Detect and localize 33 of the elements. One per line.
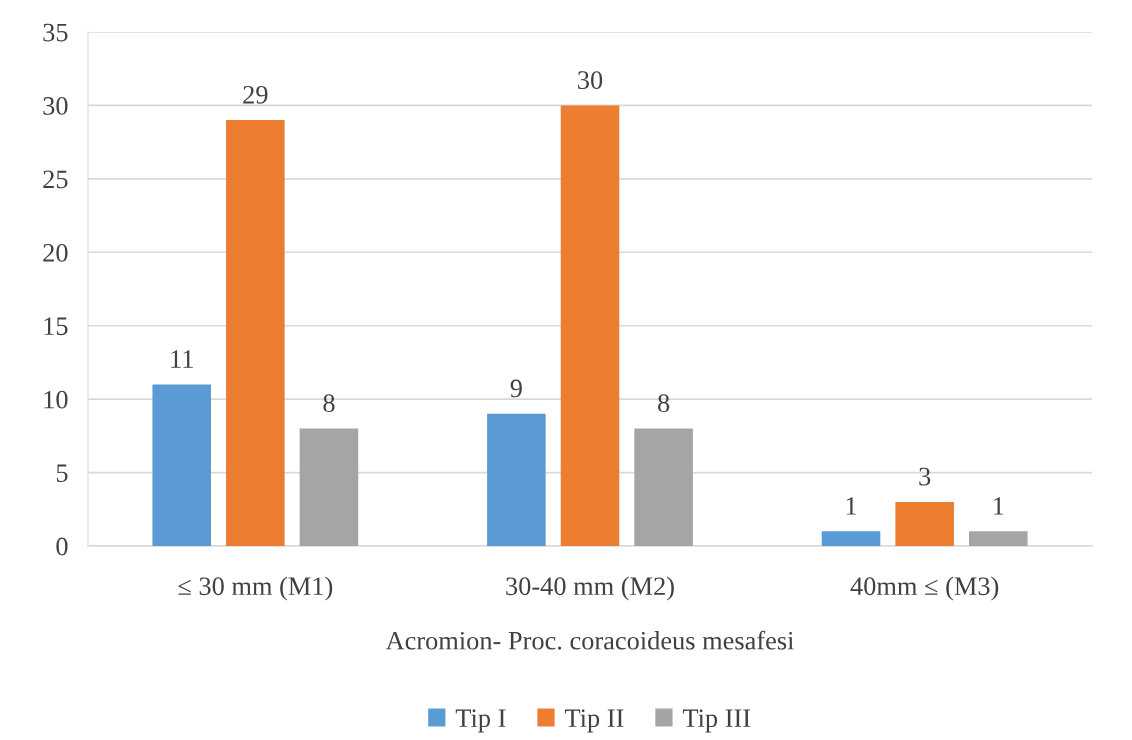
y-tick-label: 30 — [43, 97, 68, 115]
bar — [821, 531, 881, 546]
data-label: 8 — [323, 394, 335, 413]
data-label: 3 — [919, 467, 931, 486]
data-label: 11 — [171, 350, 193, 368]
y-tick-label: 35 — [43, 23, 68, 42]
bar — [299, 428, 359, 546]
bar — [969, 531, 1028, 546]
bar — [487, 413, 546, 546]
bar — [634, 428, 693, 546]
bar — [895, 501, 954, 546]
y-tick-label: 20 — [43, 243, 68, 262]
legend-label: Tip I — [455, 709, 506, 733]
x-tick-label: 40mm ≤ (M3) — [850, 576, 999, 601]
x-tick-label: ≤ 30 mm (M1) — [178, 576, 333, 601]
y-tick-label: 0 — [56, 537, 68, 556]
x-axis-title: Acromion- Proc. coracoideus mesafesi — [385, 630, 794, 650]
bar — [152, 384, 211, 546]
data-label: 30 — [578, 71, 603, 89]
data-label: 8 — [658, 394, 670, 413]
x-tick-label: 30-40 mm (M2) — [506, 576, 674, 601]
data-label: 1 — [846, 497, 857, 515]
data-label: 29 — [243, 85, 268, 104]
legend-label: Tip III — [682, 709, 751, 733]
bar — [226, 120, 285, 546]
legend-label: Tip II — [564, 709, 624, 733]
data-label: 1 — [994, 497, 1004, 515]
y-tick-label: 10 — [44, 390, 68, 409]
y-tick-label: 5 — [56, 464, 68, 482]
y-tick-label: 25 — [43, 170, 68, 189]
data-label: 9 — [510, 379, 522, 398]
y-tick-label: 15 — [44, 317, 68, 336]
bar — [560, 105, 620, 546]
